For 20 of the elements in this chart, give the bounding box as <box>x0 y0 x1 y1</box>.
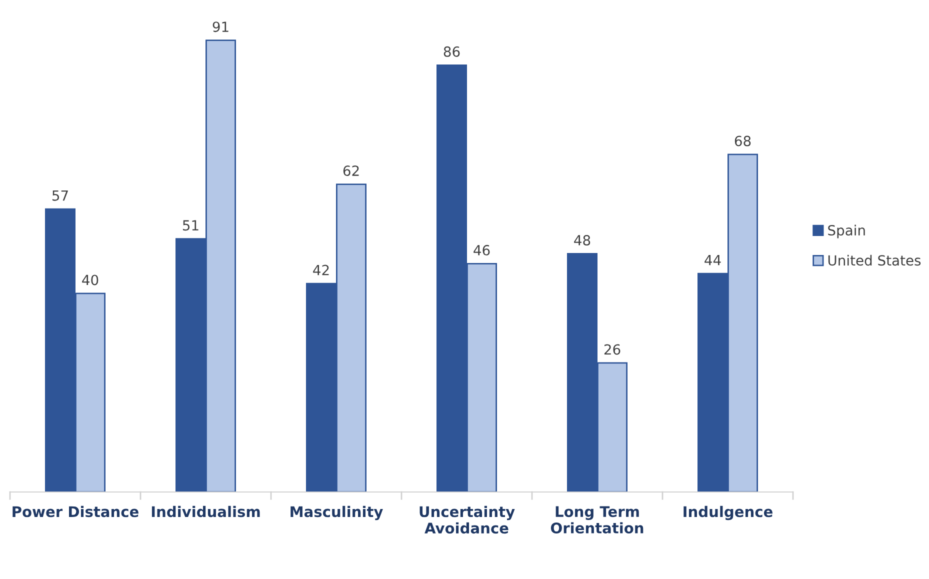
data-label: 68 <box>734 136 751 146</box>
x-tick-label: Individualism <box>152 506 260 518</box>
data-label: 62 <box>343 166 359 176</box>
x-tick-label: Uncertainty Avoidance <box>420 506 515 534</box>
x-tick-label: Indulgence <box>684 506 772 520</box>
data-label: 26 <box>604 344 620 355</box>
data-label: 44 <box>704 255 721 266</box>
data-label: 42 <box>313 264 329 276</box>
x-tick-label: Long Term Orientation <box>550 506 644 534</box>
x-tick-label: Masculinity <box>290 506 383 520</box>
data-label: 51 <box>182 220 198 231</box>
data-label: 46 <box>474 244 490 256</box>
data-label: 40 <box>82 274 98 286</box>
data-label: 91 <box>212 22 228 32</box>
data-label: 57 <box>52 190 68 201</box>
legend-label: United States <box>828 254 921 266</box>
data-label: 86 <box>444 46 460 57</box>
x-tick-label: Power Distance <box>12 506 138 518</box>
legend-label: Spain <box>828 224 865 238</box>
data-label: 48 <box>574 235 590 246</box>
